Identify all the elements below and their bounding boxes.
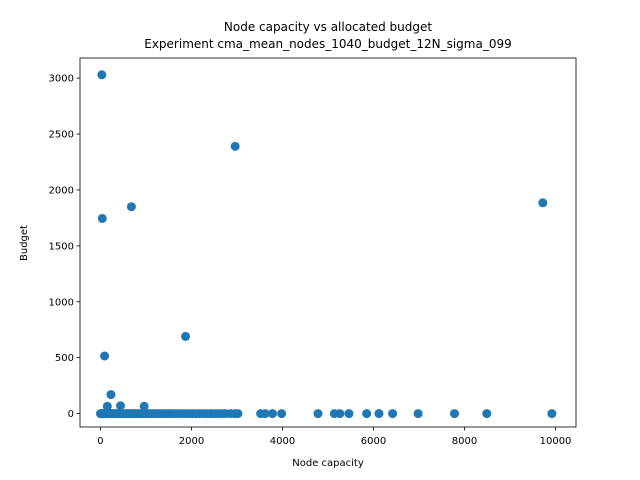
y-tick-label: 3000 bbox=[49, 74, 74, 85]
data-point bbox=[181, 331, 191, 341]
x-tick-label: 2000 bbox=[179, 436, 204, 447]
data-point bbox=[139, 401, 149, 411]
y-axis-label: Budget bbox=[19, 225, 30, 261]
data-point bbox=[547, 409, 557, 419]
data-point bbox=[233, 409, 243, 419]
data-point bbox=[335, 409, 345, 419]
data-point bbox=[116, 401, 125, 411]
data-point bbox=[97, 70, 107, 80]
y-tick-label: 1000 bbox=[49, 297, 74, 308]
data-point bbox=[344, 409, 354, 419]
y-tick-label: 1500 bbox=[49, 241, 74, 252]
data-point bbox=[102, 401, 112, 411]
data-point bbox=[362, 409, 372, 419]
data-point bbox=[106, 390, 116, 400]
x-tick-label: 6000 bbox=[361, 436, 386, 447]
data-point bbox=[230, 141, 240, 151]
x-tick-label: 10000 bbox=[540, 436, 572, 447]
data-point bbox=[126, 202, 136, 212]
y-tick-label: 2000 bbox=[49, 185, 74, 196]
x-axis: 0 2000 4000 6000 8000 10000 bbox=[97, 427, 571, 447]
y-tick-label: 500 bbox=[55, 353, 74, 364]
x-tick-label: 4000 bbox=[270, 436, 295, 447]
data-point bbox=[97, 213, 107, 223]
data-point bbox=[313, 409, 323, 419]
x-tick-label: 8000 bbox=[452, 436, 477, 447]
data-point bbox=[267, 409, 277, 419]
x-tick-label: 0 bbox=[97, 436, 103, 447]
plot-area-frame bbox=[79, 57, 577, 428]
y-tick-label: 0 bbox=[68, 409, 74, 420]
data-point bbox=[413, 409, 423, 419]
data-point bbox=[482, 409, 492, 419]
data-point bbox=[374, 409, 384, 419]
data-point bbox=[388, 409, 398, 419]
data-point bbox=[260, 409, 270, 419]
y-tick-label: 2500 bbox=[49, 130, 74, 141]
data-point bbox=[277, 409, 287, 419]
data-point bbox=[100, 351, 110, 361]
points-layer bbox=[95, 70, 557, 419]
data-point bbox=[450, 409, 459, 419]
x-axis-label: Node capacity bbox=[292, 458, 364, 469]
chart-title: Node capacity vs allocated budget bbox=[224, 20, 432, 34]
chart-subtitle: Experiment cma_mean_nodes_1040_budget_12… bbox=[144, 37, 512, 51]
y-axis: 0 500 1000 1500 2000 2500 3000 bbox=[49, 74, 80, 420]
data-point bbox=[538, 198, 548, 208]
